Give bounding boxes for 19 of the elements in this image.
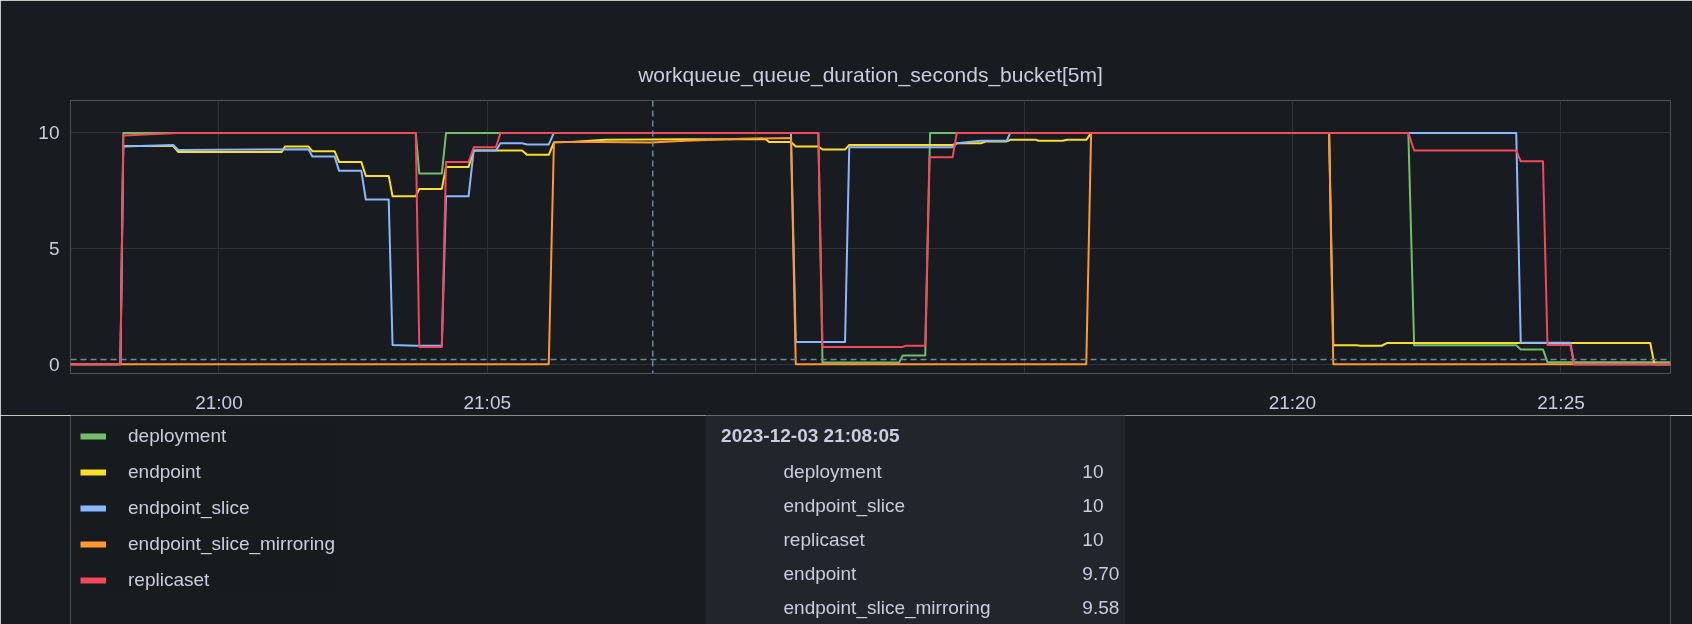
- x-tick-label: 21:00: [195, 391, 243, 413]
- x-tick-label: 21:25: [1537, 391, 1585, 413]
- x-tick-label: 21:05: [463, 391, 512, 413]
- y-tick-label: 10: [38, 122, 60, 144]
- text: 2023-12-03 21:08:05: [721, 425, 901, 446]
- text: endpoint 9.70: [783, 563, 1120, 584]
- text: deployment 10: [783, 461, 1104, 482]
- y-tick-label: 5: [48, 238, 60, 260]
- legend-label: endpoint_slice: [128, 497, 250, 519]
- text: replicaset 10: [783, 529, 1104, 550]
- legend-label: endpoint_slice_mirroring: [128, 533, 335, 555]
- chart-title: workqueue_queue_duration_seconds_bucket[5m]: [637, 62, 1103, 87]
- text: endpoint_slice_mirroring 9.58: [783, 597, 1120, 618]
- legend-label: endpoint: [128, 461, 201, 483]
- y-tick-label: 0: [48, 353, 60, 375]
- legend-label: deployment: [128, 425, 227, 447]
- x-tick-label: 21:20: [1268, 391, 1317, 413]
- text: endpoint_slice 10: [783, 495, 1104, 516]
- legend-label: replicaset: [128, 569, 210, 591]
